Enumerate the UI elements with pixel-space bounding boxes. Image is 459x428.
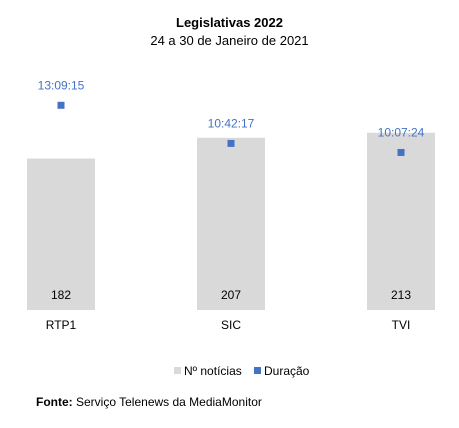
bar-tvi xyxy=(367,132,435,310)
legend-label-noticias: Nº notícias xyxy=(184,364,242,378)
category-label-rtp1: RTP1 xyxy=(46,318,77,332)
bar-sic xyxy=(197,137,265,310)
bars-group: 182 RTP1 13:09:15 207 SIC 10:42:17 213 TVI 10:07… xyxy=(27,78,435,332)
source-text: Serviço Telenews da MediaMonitor xyxy=(76,395,262,409)
legend-swatch-noticias xyxy=(174,367,181,374)
bar-value-label-rtp1: 182 xyxy=(51,288,71,302)
legend: Nº notícias Duração xyxy=(174,364,310,378)
duration-marker-rtp1 xyxy=(57,101,65,109)
legend-label-duracao: Duração xyxy=(264,364,310,378)
duration-label-rtp1: 13:09:15 xyxy=(38,78,85,92)
source-note: Fonte: Serviço Telenews da MediaMonitor xyxy=(36,395,262,409)
source-label: Fonte: xyxy=(36,395,73,409)
legend-swatch-duracao xyxy=(254,367,261,374)
duration-label-tvi: 10:07:24 xyxy=(378,125,425,139)
chart-subtitle: 24 a 30 de Janeiro de 2021 xyxy=(150,33,308,48)
bar-rtp1 xyxy=(27,158,95,310)
category-label-tvi: TVI xyxy=(392,318,411,332)
duration-marker-tvi xyxy=(397,148,405,156)
duration-label-sic: 10:42:17 xyxy=(208,116,255,130)
bar-value-label-sic: 207 xyxy=(221,288,241,302)
bar-value-label-tvi: 213 xyxy=(391,288,411,302)
category-label-sic: SIC xyxy=(221,318,241,332)
duration-marker-sic xyxy=(227,139,235,147)
chart-title: Legislativas 2022 xyxy=(176,15,283,30)
